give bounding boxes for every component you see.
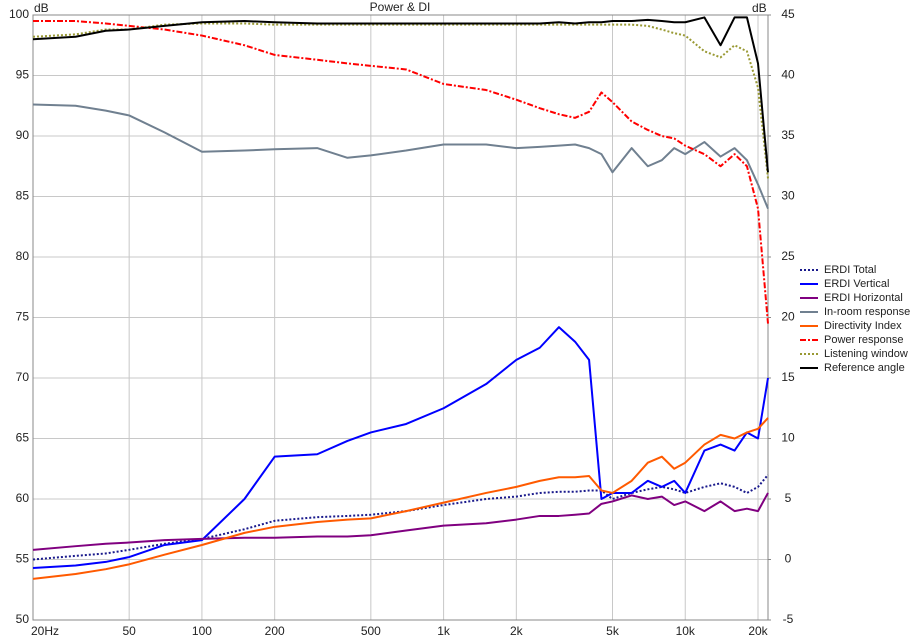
x-tick-label: 2k (510, 624, 524, 638)
y2-tick-label: 15 (781, 370, 795, 384)
series-line (32, 326, 769, 569)
legend-label: Listening window (824, 348, 908, 360)
y-tick-label: 95 (16, 68, 30, 82)
y2-tick-label: 30 (781, 189, 795, 203)
x-tick-label: 10k (676, 624, 696, 638)
chart-title: Power & DI (370, 0, 431, 14)
y-tick-label: 75 (16, 310, 30, 324)
series-line (33, 20, 769, 324)
series-line (32, 22, 769, 179)
y2-tick-label: -5 (783, 612, 794, 626)
x-tick-label: 100 (192, 624, 212, 638)
y2-tick-label: 40 (781, 68, 795, 82)
y-tick-label: 50 (16, 612, 30, 626)
y2-tick-label: 0 (785, 552, 792, 566)
x-tick-label: 500 (361, 624, 381, 638)
x-tick-label: 20Hz (31, 624, 59, 638)
legend-label: Directivity Index (824, 320, 902, 332)
y-tick-label: 70 (16, 370, 30, 384)
legend-label: Reference angle (824, 362, 905, 374)
x-tick-label: 20k (748, 624, 768, 638)
y-axis-label: dB (34, 1, 49, 15)
x-tick-label: 200 (265, 624, 285, 638)
legend-label: ERDI Total (824, 264, 876, 276)
y2-tick-label: 45 (781, 7, 795, 21)
y-tick-label: 90 (16, 128, 30, 142)
series-line (32, 16, 769, 173)
plot-frame (32, 14, 769, 621)
y2-tick-label: 20 (781, 310, 795, 324)
y-tick-label: 65 (16, 431, 30, 445)
legend-label: Power response (824, 334, 904, 346)
series-line (32, 492, 769, 551)
series-line (32, 103, 769, 209)
x-tick-label: 1k (437, 624, 451, 638)
y2-tick-label: 10 (781, 431, 795, 445)
x-tick-label: 50 (122, 624, 136, 638)
y-tick-label: 80 (16, 249, 30, 263)
x-tick-label: 5k (606, 624, 620, 638)
series-line (32, 474, 769, 561)
series-line (32, 417, 769, 580)
y2-tick-label: 5 (785, 491, 792, 505)
legend-label: ERDI Vertical (824, 278, 889, 290)
y-tick-label: 55 (16, 552, 30, 566)
y-tick-label: 60 (16, 491, 30, 505)
legend-label: In-room response (824, 306, 910, 318)
y2-tick-label: 35 (781, 128, 795, 142)
legend-box (796, 262, 914, 376)
y2-tick-label: 25 (781, 249, 795, 263)
legend-label: ERDI Horizontal (824, 292, 903, 304)
y-tick-label: 100 (9, 7, 29, 21)
y2-axis-label: dB (752, 1, 767, 15)
y-tick-label: 85 (16, 189, 30, 203)
